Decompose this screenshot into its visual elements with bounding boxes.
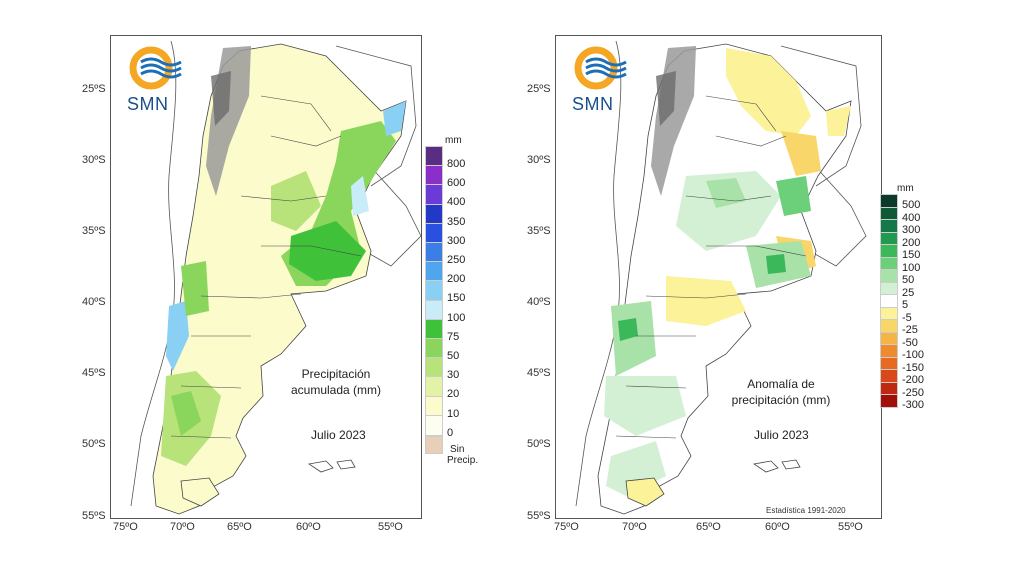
- legend-label: -200: [902, 374, 925, 386]
- legend-label: 200: [447, 273, 466, 286]
- lat-tick-label: 55ºS: [82, 510, 106, 522]
- smn-logo-icon: [574, 46, 627, 90]
- legend-label: 800: [447, 158, 466, 170]
- legend-swatch: [425, 299, 443, 321]
- legend-label-no-precip-2: Precip.: [447, 455, 479, 466]
- smn-logo: SMN: [572, 44, 632, 119]
- lat-tick-label: 25ºS: [527, 83, 551, 95]
- legend-label: 250: [447, 254, 466, 266]
- lon-tick-label: 70ºO: [622, 521, 647, 533]
- legend-swatch: [425, 165, 443, 187]
- lon-tick-label: 70ºO: [170, 521, 195, 533]
- legend-label: 350: [447, 215, 466, 228]
- lon-tick-label: 75ºO: [554, 521, 579, 533]
- legend-swatch: [425, 338, 443, 359]
- legend-label: 25: [902, 286, 915, 299]
- lat-tick-label: 55ºS: [527, 510, 551, 522]
- map-title-line1: Precipitación: [301, 367, 371, 381]
- anomaly-map: SMN Anomalía de precipitación (mm) Julio…: [555, 35, 882, 519]
- legend-label-no-precip: Sin: [450, 444, 465, 455]
- legend-swatch: [425, 318, 443, 340]
- legend-swatch: [425, 203, 443, 225]
- lat-tick-label: 45ºS: [527, 367, 551, 379]
- lat-tick-label: 40ºS: [527, 296, 551, 308]
- legend-label: 30: [447, 369, 460, 382]
- legend-label: -150: [902, 361, 925, 374]
- lon-tick-label: 55ºO: [378, 521, 403, 533]
- map-title-line2: precipitación (mm): [731, 393, 831, 407]
- lat-tick-label: 40ºS: [82, 296, 106, 308]
- legend-label: 20: [447, 388, 460, 401]
- lat-tick-label: 50ºS: [527, 438, 551, 450]
- map-title-line1: Anomalía de: [747, 377, 815, 391]
- legend-swatch: [425, 280, 443, 302]
- legend-label: 400: [447, 196, 466, 209]
- lon-tick-label: 65ºO: [696, 521, 721, 533]
- legend-label: -50: [902, 336, 918, 349]
- legend-label: 50: [902, 274, 915, 286]
- legend-swatch: [425, 222, 443, 244]
- legend-label: -25: [902, 324, 918, 336]
- smn-logo-icon: [129, 46, 182, 90]
- lon-tick-label: 60ºO: [296, 521, 321, 533]
- legend-label: -300: [902, 399, 925, 411]
- lat-tick-label: 35ºS: [82, 225, 106, 237]
- legend-swatch: [425, 146, 443, 167]
- legend-label: -100: [902, 349, 925, 361]
- legend-label: 10: [447, 407, 460, 420]
- legend-label: 100: [902, 261, 921, 274]
- smn-logo-text: SMN: [127, 94, 169, 114]
- legend-label: 5: [902, 299, 909, 311]
- legend-label: 0: [447, 426, 454, 439]
- legend-label: 300: [902, 224, 921, 236]
- legend-swatch: [425, 184, 443, 206]
- lat-tick-label: 30ºS: [527, 154, 551, 166]
- lat-tick-label: 30ºS: [82, 154, 106, 166]
- lon-tick-label: 65ºO: [227, 521, 252, 533]
- legend-label: 500: [902, 199, 921, 211]
- legend-swatch: [425, 357, 443, 379]
- legend-label: 150: [447, 292, 466, 305]
- smn-logo: SMN: [127, 44, 187, 119]
- lat-tick-label: 25ºS: [82, 83, 106, 95]
- legend-label: 75: [447, 330, 460, 343]
- anomaly-map-canvas: [575, 40, 867, 515]
- map-title-line2: acumulada (mm): [290, 383, 382, 397]
- legend-label: 100: [447, 311, 466, 324]
- legend-unit: mm: [897, 183, 914, 194]
- stats-note: Estadística 1991-2020: [766, 506, 846, 515]
- lon-tick-label: 75ºO: [113, 521, 138, 533]
- legend-label: 600: [447, 177, 466, 190]
- legend-label: -5: [902, 311, 912, 324]
- legend-unit: mm: [445, 135, 462, 146]
- lon-tick-label: 55ºO: [838, 521, 863, 533]
- legend-label: 300: [447, 234, 466, 247]
- lat-tick-label: 50ºS: [82, 438, 106, 450]
- legend-label: -250: [902, 386, 925, 399]
- legend-swatch: [425, 414, 443, 436]
- lat-tick-label: 45ºS: [82, 367, 106, 379]
- precipitation-map: SMN Precipitación acumulada (mm) Julio 2…: [110, 35, 422, 519]
- lon-tick-label: 60ºO: [765, 521, 790, 533]
- map-title: Precipitación acumulada (mm): [276, 366, 396, 398]
- legend-label: 150: [902, 249, 921, 261]
- legend-swatch-no-precip: [425, 436, 443, 454]
- legend-swatch: [425, 376, 443, 398]
- legend-label: 200: [902, 236, 921, 249]
- legend-label: 50: [447, 350, 460, 362]
- legend-label: 400: [902, 211, 921, 224]
- map-month: Julio 2023: [754, 428, 809, 442]
- map-month: Julio 2023: [311, 428, 366, 442]
- legend-swatch: [425, 261, 443, 283]
- legend-swatch: [425, 242, 443, 263]
- map-title: Anomalía de precipitación (mm): [716, 376, 846, 408]
- precipitation-map-canvas: [130, 40, 421, 515]
- legend-swatch: [880, 394, 898, 408]
- legend-swatch: [425, 395, 443, 417]
- smn-logo-text: SMN: [572, 94, 614, 114]
- lat-tick-label: 35ºS: [527, 225, 551, 237]
